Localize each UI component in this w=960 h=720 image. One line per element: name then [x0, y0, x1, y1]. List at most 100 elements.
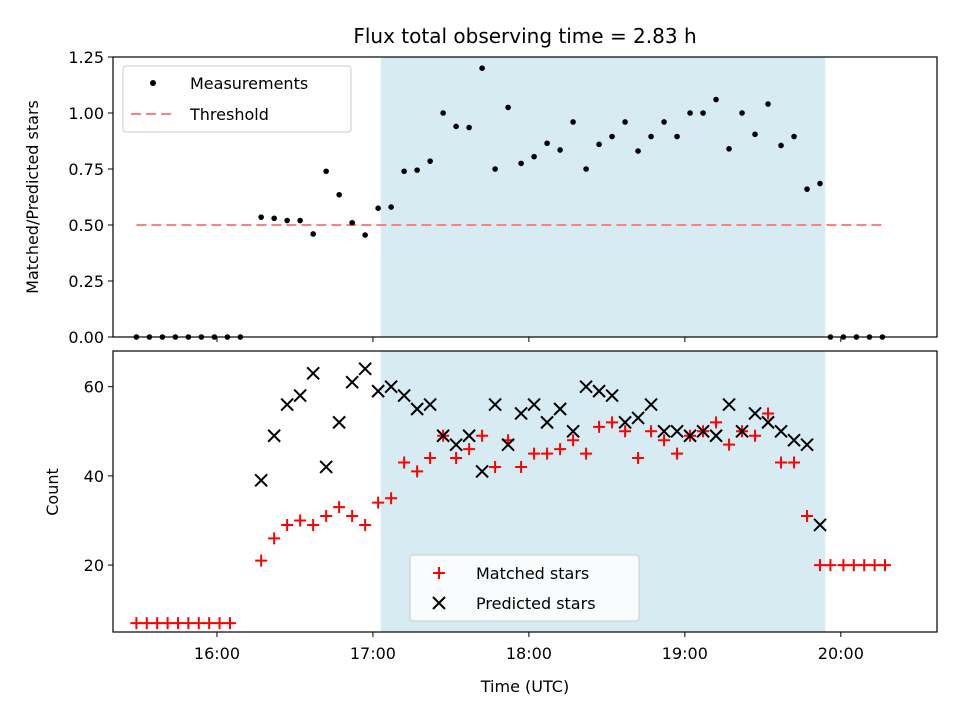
measurement-point — [479, 65, 485, 71]
measurement-point — [440, 110, 446, 116]
predicted-star-point — [566, 424, 580, 438]
predicted-star-point — [410, 402, 424, 416]
matched-star-point — [858, 559, 871, 572]
matched-star-point — [879, 559, 892, 572]
matched-star-point — [130, 617, 143, 630]
top-panel: 0.00 0.25 0.50 0.75 1.00 1.25 Matched/Predict… — [23, 48, 938, 347]
matched-star-point — [868, 559, 881, 572]
predicted-star-point — [657, 424, 671, 438]
matched-star-point — [489, 460, 502, 473]
y-tick-label: 60 — [84, 378, 104, 397]
measurement-point — [336, 191, 342, 198]
predicted-star-point — [332, 415, 346, 430]
matched-star-point — [567, 434, 580, 447]
y-tick-label: 1.00 — [68, 104, 104, 123]
measurement-point — [752, 131, 758, 138]
measurement-point — [310, 231, 316, 237]
top-legend-box — [122, 65, 352, 133]
matched-star-point — [281, 518, 294, 531]
matched-star-point — [762, 407, 775, 420]
matched-star-point — [359, 518, 372, 531]
measurement-point — [505, 104, 511, 111]
matched-star-point — [294, 514, 307, 527]
predicted-star-point — [345, 375, 359, 389]
measurement-point — [323, 168, 329, 175]
predicted-star-point — [774, 424, 788, 438]
predicted-star-point — [631, 411, 645, 425]
predicted-star-point — [501, 437, 515, 452]
matched-star-point — [346, 510, 359, 523]
matched-star-point — [385, 492, 398, 505]
y-tick-label: 0.75 — [68, 160, 104, 179]
x-tick-label: 19:00 — [662, 644, 708, 663]
matched-star-point — [593, 420, 606, 433]
top-ylabel: Matched/Predicted stars — [23, 100, 42, 294]
bottom-legend: Matched stars Predicted stars — [409, 554, 640, 622]
matched-star-point — [372, 496, 385, 509]
bottom-axis-ticks: 20 40 60 16:00 17:00 18:00 19:00 20:00 — [84, 378, 864, 663]
matched-star-point — [632, 452, 645, 465]
matched-star-point — [788, 456, 801, 469]
matched-star-point — [424, 452, 437, 465]
y-tick-label: 1.25 — [68, 48, 104, 67]
top-axis-ticks: 0.00 0.25 0.50 0.75 1.00 1.25 — [68, 48, 842, 347]
matched-star-point — [333, 501, 346, 514]
matched-star-point — [606, 416, 619, 429]
legend-marker-matched — [433, 567, 445, 579]
predicted-star-point — [670, 424, 684, 438]
measurement-point — [453, 123, 459, 130]
measurement-point — [804, 186, 810, 192]
predicted-star-point — [436, 429, 450, 443]
measurement-point — [622, 119, 628, 125]
measurement-point — [817, 180, 823, 187]
predicted-star-point — [462, 429, 476, 443]
measurement-point — [713, 96, 719, 103]
predicted-star-point — [475, 464, 489, 479]
legend-label-threshold: Threshold — [189, 105, 269, 124]
measurement-point — [427, 158, 433, 164]
matched-star-point — [710, 416, 723, 429]
measurement-point — [791, 133, 797, 140]
predicted-star-point — [293, 388, 307, 403]
matched-star-point — [223, 617, 236, 630]
matched-star-point — [307, 518, 320, 531]
matched-star-point — [658, 434, 671, 447]
predicted-star-point — [267, 429, 281, 443]
measurement-point — [739, 110, 745, 116]
matched-star-point — [151, 617, 164, 630]
shaded-span-top — [380, 57, 826, 337]
matched-star-point — [476, 429, 489, 442]
measurement-point — [258, 214, 264, 220]
measurement-point — [570, 119, 576, 125]
predicted-star-point — [540, 415, 554, 430]
bottom-legend-box — [409, 554, 640, 622]
matched-star-point — [255, 554, 268, 567]
predicted-star-point — [423, 397, 437, 412]
legend-label-measurements: Measurements — [190, 74, 308, 93]
matched-star-point — [192, 617, 205, 630]
x-tick-label: 17:00 — [350, 644, 396, 663]
legend-marker-measurements — [150, 80, 156, 86]
measurement-point — [687, 110, 693, 116]
measurement-point — [362, 232, 368, 238]
matched-star-point — [140, 617, 153, 630]
matched-star-point — [398, 456, 411, 469]
predicted-star-point — [761, 415, 775, 430]
predicted-star-point — [449, 437, 463, 452]
predicted-star-point — [709, 429, 723, 443]
predicted-star-point — [722, 397, 736, 412]
predicted-star-point — [254, 473, 268, 488]
matched-star-point — [541, 447, 554, 460]
matched-star-point — [837, 559, 850, 572]
measurement-point — [583, 166, 589, 172]
predicted-star-point — [306, 366, 320, 381]
matched-star-point — [580, 447, 593, 460]
predicted-star-point — [644, 397, 658, 412]
predicted-star-point — [592, 384, 606, 398]
bottom-axes-frame — [112, 350, 938, 633]
measurement-point — [765, 101, 771, 107]
matched-star-point — [213, 617, 226, 630]
legend-label-matched: Matched stars — [476, 564, 589, 583]
legend-marker-predicted — [432, 596, 446, 610]
